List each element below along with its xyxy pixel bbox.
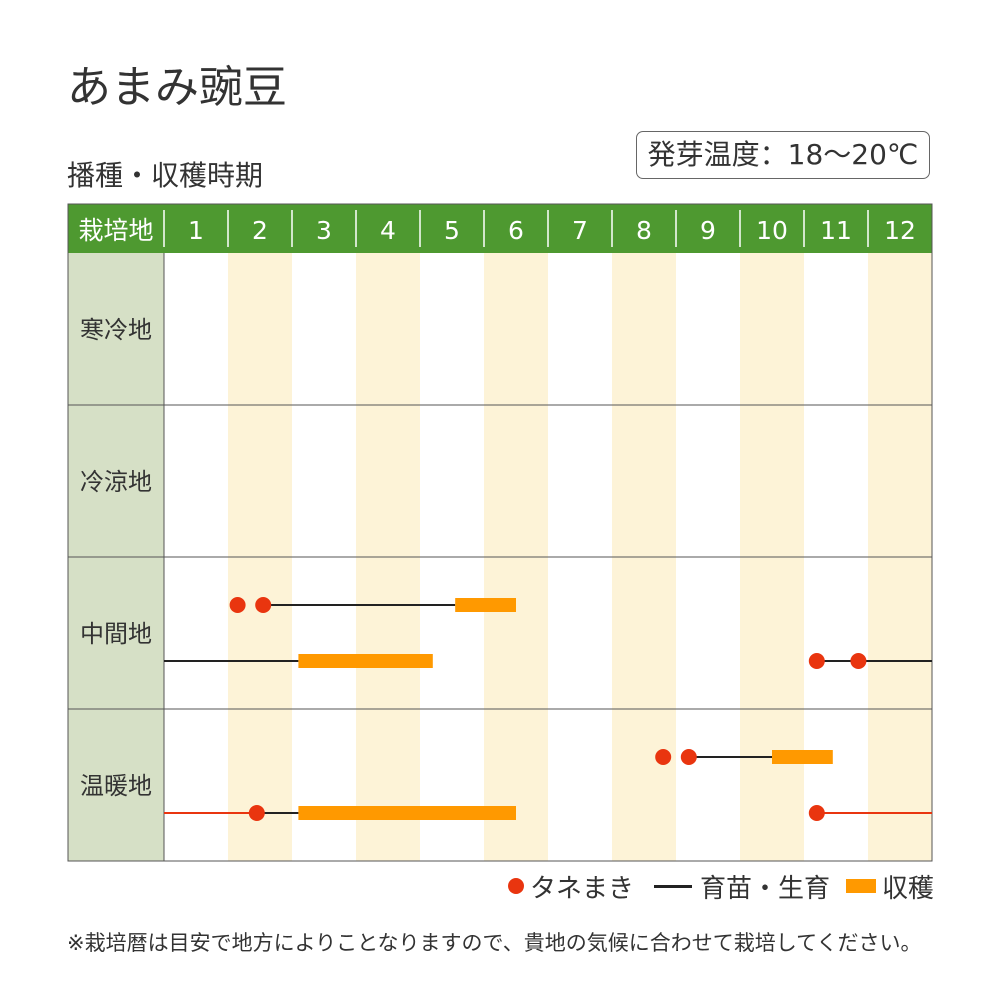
sowing-dot — [808, 653, 825, 669]
harvest-bar — [298, 806, 516, 820]
harvest-bar-icon — [846, 879, 876, 893]
chart-subtitle: 播種・収穫時期 — [67, 159, 264, 192]
legend-nursery: 育苗・生育 — [654, 868, 830, 904]
region-label: 温暖地 — [80, 772, 152, 800]
harvest-bar — [298, 654, 433, 668]
month-header: 5 — [444, 216, 460, 245]
harvest-bar — [455, 598, 516, 612]
header-row — [68, 204, 932, 253]
month-header: 7 — [572, 216, 588, 245]
page-title: あまみ豌豆 — [67, 62, 287, 113]
table-frame — [67, 203, 933, 862]
legend-sowing-label: タネまき — [530, 873, 635, 904]
header-corner-label: 栽培地 — [78, 216, 153, 245]
sowing-dot-icon — [508, 878, 524, 894]
month-header: 9 — [700, 216, 716, 245]
month-header: 3 — [316, 216, 332, 245]
region-label: 冷涼地 — [80, 468, 152, 496]
month-header: 10 — [756, 216, 788, 245]
sowing-dot — [808, 805, 825, 821]
month-header: 4 — [380, 216, 396, 245]
month-header: 6 — [508, 216, 524, 245]
region-label: 寒冷地 — [80, 316, 152, 344]
month-header: 2 — [252, 216, 268, 245]
sowing-dot — [248, 805, 265, 821]
month-header: 8 — [636, 216, 652, 245]
legend-nursery-label: 育苗・生育 — [700, 873, 831, 904]
month-header: 1 — [188, 216, 204, 245]
legend-harvest: 収穫 — [846, 868, 934, 904]
legend-sowing: タネまき — [508, 868, 634, 904]
germination-temp-badge: 発芽温度：18〜20℃ — [636, 131, 930, 179]
region-label: 中間地 — [80, 620, 152, 648]
sowing-dot — [680, 749, 697, 765]
month-header: 12 — [884, 216, 916, 245]
nursery-line-icon — [654, 884, 692, 888]
sowing-dot — [850, 653, 867, 669]
harvest-bar — [772, 750, 833, 764]
sowing-dot — [655, 749, 672, 765]
month-header: 11 — [820, 216, 852, 245]
sowing-dot — [229, 597, 246, 613]
sowing-dot — [255, 597, 272, 613]
footnote: ※栽培暦は目安で地方によりことなりますので、貴地の気候に合わせて栽培してください… — [67, 931, 922, 955]
legend-harvest-label: 収穫 — [882, 873, 935, 904]
